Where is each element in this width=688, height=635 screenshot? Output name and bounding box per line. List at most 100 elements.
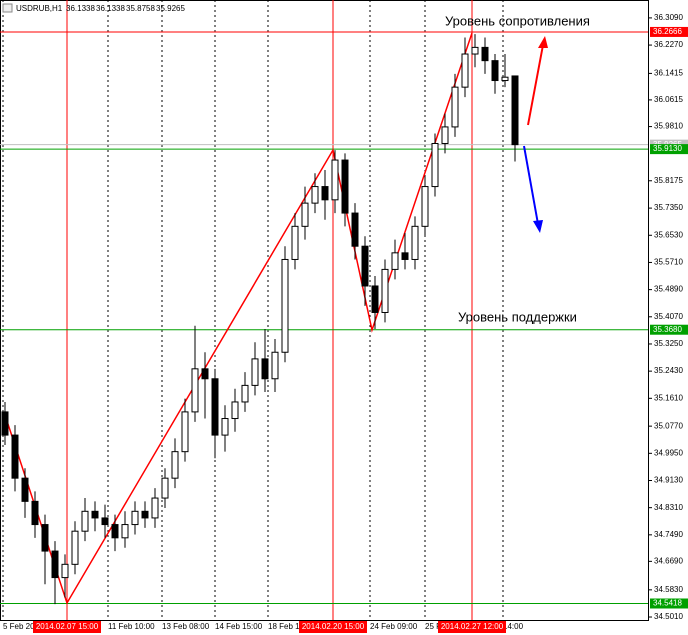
candle-body	[401, 252, 409, 260]
candle-body	[251, 358, 259, 386]
candle-body	[131, 510, 139, 526]
candles	[1, 34, 519, 605]
candle-body	[111, 524, 119, 539]
y-tick-label: 34.9950	[654, 448, 683, 457]
time-label: 2014.02.07 15:00	[36, 622, 99, 631]
time-label: 2014.02.20 15:00	[302, 622, 365, 631]
y-tick-label: 35.1610	[654, 393, 683, 402]
x-tick-label: 13 Feb 08:00	[162, 622, 210, 631]
candle-body	[191, 368, 199, 413]
candle-body	[271, 351, 279, 380]
up-arrow	[527, 44, 544, 126]
candle-body	[331, 159, 339, 201]
x-tick-label: 25 F	[425, 622, 441, 631]
x-tick-label: 14 Feb 15:00	[215, 622, 263, 631]
ohlc-open: 36.1338	[66, 4, 95, 13]
candle-body	[381, 268, 389, 313]
level-label-box	[650, 144, 688, 155]
level-label: 35.3680	[653, 325, 682, 334]
y-tick-label: 35.3250	[654, 339, 683, 348]
candle-body	[221, 418, 229, 436]
candle-body	[291, 225, 299, 260]
x-tick-label: 5 Feb 20	[3, 622, 35, 631]
candle-body	[351, 212, 359, 247]
y-tick-label: 35.4890	[654, 285, 683, 294]
time-label: 2014.02.27 12:00	[441, 622, 504, 631]
candle-body	[281, 258, 289, 353]
x-tick-label: 11 Feb 10:00	[108, 622, 155, 631]
candle-body	[501, 76, 509, 82]
candle-body	[451, 86, 459, 128]
candle-body	[211, 378, 219, 436]
y-tick-label: 34.5830	[654, 585, 683, 594]
candle-body	[91, 510, 99, 519]
candle-body	[231, 401, 239, 420]
time-label-box	[438, 621, 506, 633]
symbol-icon	[2, 3, 13, 13]
x-tick-label: 24 Feb 09:00	[370, 622, 418, 631]
y-tick-label: 34.5010	[654, 612, 683, 621]
candle-body	[421, 186, 429, 227]
candle-body	[201, 368, 209, 380]
y-tick-label: 35.9810	[654, 122, 683, 131]
y-tick-label: 35.7350	[654, 203, 683, 212]
candle-body	[101, 517, 109, 526]
y-tick-label: 35.4070	[654, 312, 683, 321]
candle-body	[411, 225, 419, 260]
candle-body	[121, 524, 129, 539]
y-tick-label: 36.3090	[654, 13, 683, 22]
candle-body	[171, 451, 179, 479]
candle-body	[441, 126, 449, 144]
candle-body	[511, 75, 519, 146]
candle-body	[11, 434, 19, 479]
y-tick-label: 34.6690	[654, 556, 683, 565]
level-label-box	[650, 26, 688, 37]
candle-body	[301, 202, 309, 227]
x-tick-label: 14:00	[503, 622, 524, 631]
level-label: 34.5418	[653, 599, 682, 608]
candle-body	[241, 384, 249, 403]
time-label-box	[33, 621, 101, 633]
candle-body	[61, 563, 69, 579]
candle-body	[181, 411, 189, 453]
y-tick-label: 36.1415	[654, 69, 683, 78]
up-arrow-head	[538, 36, 548, 48]
candle-body	[481, 46, 489, 62]
ohlc-low: 35.8758	[126, 4, 155, 13]
candle-body	[361, 245, 369, 287]
down-arrow-head	[533, 220, 543, 233]
candle-body	[31, 500, 39, 526]
candle-body	[41, 524, 49, 552]
y-tick-label: 34.7490	[654, 530, 683, 539]
time-label-box	[299, 621, 367, 633]
candle-body	[371, 285, 379, 313]
candle-body	[461, 53, 469, 88]
level-label-box	[650, 598, 688, 609]
candle-body	[471, 46, 479, 55]
y-tick-label: 35.8175	[654, 176, 683, 185]
candle-body	[141, 510, 149, 519]
resistance-label: Уровень сопротивления	[445, 13, 590, 28]
y-tick-label: 35.6530	[654, 230, 683, 239]
candle-body	[491, 60, 499, 82]
candle-body	[71, 530, 79, 565]
level-label-box	[650, 324, 688, 335]
x-tick-label: 18 Feb 1	[268, 622, 300, 631]
candle-body	[311, 186, 319, 204]
y-tick-label: 35.0770	[654, 421, 683, 430]
ohlc-high: 36.1338	[96, 4, 125, 13]
y-tick-label: 34.8310	[654, 503, 683, 512]
y-tick-label: 34.9130	[654, 476, 683, 485]
candle-body	[1, 411, 9, 436]
candle-body	[51, 550, 59, 579]
symbol: USDRUB,H1	[16, 4, 63, 13]
candle-body	[341, 159, 349, 214]
candle-body	[161, 477, 169, 499]
y-tick-label: 36.2270	[654, 40, 683, 49]
candle-body	[261, 358, 269, 380]
y-tick-label: 35.5710	[654, 258, 683, 267]
grid-layer	[0, 0, 648, 620]
candle-body	[321, 186, 329, 201]
ohlc-close: 35.9265	[156, 4, 185, 13]
